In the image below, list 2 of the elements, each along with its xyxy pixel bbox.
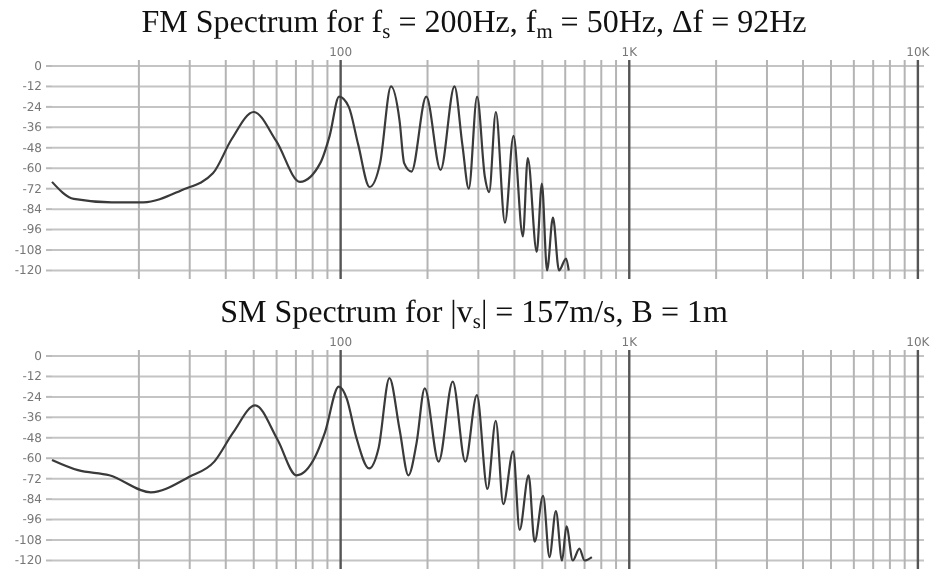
chart-title: FM Spectrum for f$_{s}$ = 200Hz, f$_{m}$ = 50Hz, Δf = 92Hz bbox=[141, 6, 807, 44]
chart-title: SM Spectrum for |v$_{s}$| = 157m/s, B = 1m bbox=[220, 295, 729, 333]
